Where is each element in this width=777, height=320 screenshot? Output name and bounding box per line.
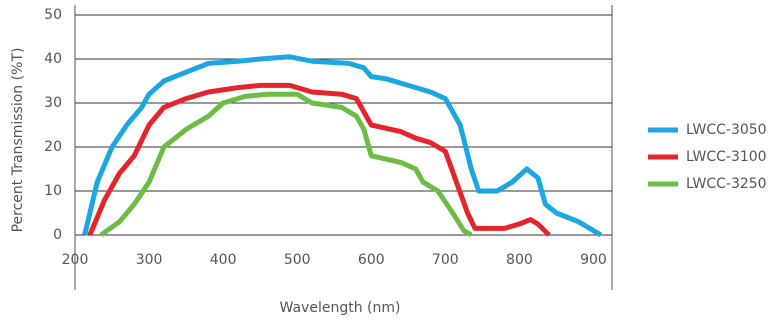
y-tick-label: 30 xyxy=(44,95,62,111)
x-tick-label: 700 xyxy=(432,252,459,268)
x-tick-label: 300 xyxy=(136,252,163,268)
y-tick-label: 10 xyxy=(44,183,62,199)
series-line xyxy=(99,91,473,238)
legend-label: LWCC-3250 xyxy=(686,176,767,192)
x-tick-label: 800 xyxy=(506,252,533,268)
y-tick-label: 40 xyxy=(44,51,62,67)
y-tick-label: 0 xyxy=(53,227,62,243)
y-tick-label: 50 xyxy=(44,7,62,23)
x-tick-label: 600 xyxy=(358,252,385,268)
x-tick-label: 900 xyxy=(580,252,607,268)
series-line xyxy=(87,82,551,237)
x-tick-label: 400 xyxy=(210,252,237,268)
y-axis-label: Percent Transmission (%T) xyxy=(10,48,26,233)
legend-label: LWCC-3050 xyxy=(686,122,767,138)
legend-label: LWCC-3100 xyxy=(686,149,767,165)
x-tick-label: 500 xyxy=(284,252,311,268)
y-tick-label: 20 xyxy=(44,139,62,155)
x-tick-label: 200 xyxy=(62,252,89,268)
x-axis-label: Wavelength (nm) xyxy=(280,300,401,316)
series-line xyxy=(82,54,603,238)
